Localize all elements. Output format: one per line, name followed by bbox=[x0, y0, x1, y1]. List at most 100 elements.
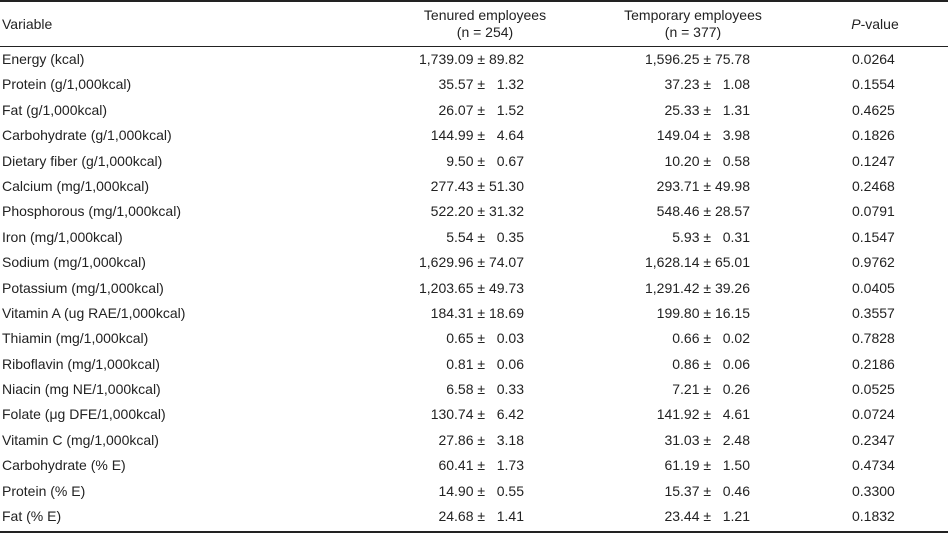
p-value-cell: 0.0264 bbox=[852, 51, 895, 67]
tenured-cell: 1,739.09 ± 89.82 bbox=[419, 51, 524, 67]
variable-cell: Iron (mg/1,000kcal) bbox=[2, 228, 123, 245]
header-tenured: Tenured employees (n = 254) bbox=[395, 2, 575, 46]
temporary-cell: 37.23 ± 1.08 bbox=[664, 76, 750, 93]
table-row: Protein (g/1,000kcal) 35.57 ± 1.32 37.23 ±… bbox=[0, 72, 948, 97]
table-row: Dietary fiber (g/1,000kcal) 9.50 ± 0.67 10… bbox=[0, 149, 948, 174]
table-row: Energy (kcal) 1,739.09 ± 89.82 1,596.25 ± … bbox=[0, 47, 948, 72]
temporary-cell: 61.19 ± 1.50 bbox=[664, 457, 750, 474]
temporary-cell: 293.71 ± 49.98 bbox=[656, 177, 750, 194]
header-variable: Variable bbox=[2, 2, 302, 46]
tenured-cell: 24.68 ± 1.41 bbox=[438, 508, 524, 525]
variable-cell: Thiamin (mg/1,000kcal) bbox=[2, 330, 149, 347]
table-row: Calcium (mg/1,000kcal) 277.43 ± 51.30 293.… bbox=[0, 174, 948, 199]
variable-cell: Energy (kcal) bbox=[2, 51, 85, 67]
p-value-cell: 0.1554 bbox=[852, 76, 895, 93]
tenured-cell: 1,629.96 ± 74.07 bbox=[419, 254, 524, 271]
tenured-cell: 14.90 ± 0.55 bbox=[438, 482, 524, 499]
variable-cell: Calcium (mg/1,000kcal) bbox=[2, 177, 150, 194]
p-value-cell: 0.1832 bbox=[852, 508, 895, 525]
tenured-cell: 1,203.65 ± 49.73 bbox=[419, 279, 524, 296]
tenured-cell: 144.99 ± 4.64 bbox=[430, 127, 524, 144]
table-row: Fat (% E) 24.68 ± 1.41 23.44 ± 1.21 0.1832 bbox=[0, 504, 948, 529]
p-value-cell: 0.2347 bbox=[852, 431, 895, 448]
table-row: Carbohydrate (g/1,000kcal) 144.99 ± 4.64 1… bbox=[0, 123, 948, 148]
temporary-cell: 199.80 ± 16.15 bbox=[656, 304, 750, 321]
header-p-value-label: P-value bbox=[820, 16, 930, 33]
tenured-cell: 5.54 ± 0.35 bbox=[446, 228, 524, 245]
temporary-cell: 31.03 ± 2.48 bbox=[664, 431, 750, 448]
p-value-cell: 0.1826 bbox=[852, 127, 895, 144]
tenured-cell: 184.31 ± 18.69 bbox=[430, 304, 524, 321]
temporary-cell: 10.20 ± 0.58 bbox=[664, 152, 750, 169]
p-value-cell: 0.9762 bbox=[852, 254, 895, 271]
p-value-cell: 0.0724 bbox=[852, 406, 895, 423]
p-value-cell: 0.0791 bbox=[852, 203, 895, 220]
p-value-cell: 0.3300 bbox=[852, 482, 895, 499]
table-row: Niacin (mg NE/1,000kcal) 6.58 ± 0.33 7.21 … bbox=[0, 377, 948, 402]
variable-cell: Carbohydrate (g/1,000kcal) bbox=[2, 127, 172, 144]
variable-cell: Vitamin C (mg/1,000kcal) bbox=[2, 431, 159, 448]
tenured-cell: 27.86 ± 3.18 bbox=[438, 431, 524, 448]
header-p-italic: P bbox=[851, 15, 861, 32]
variable-cell: Niacin (mg NE/1,000kcal) bbox=[2, 381, 161, 398]
table-row: Carbohydrate (% E) 60.41 ± 1.73 61.19 ± 1.… bbox=[0, 453, 948, 478]
tenured-cell: 60.41 ± 1.73 bbox=[438, 457, 524, 474]
table-row: Folate (μg DFE/1,000kcal) 130.74 ± 6.42 14… bbox=[0, 402, 948, 427]
variable-cell: Dietary fiber (g/1,000kcal) bbox=[2, 152, 163, 169]
p-value-cell: 0.7828 bbox=[852, 330, 895, 347]
table-top-rule bbox=[0, 0, 948, 2]
variable-cell: Folate (μg DFE/1,000kcal) bbox=[2, 406, 166, 423]
temporary-cell: 548.46 ± 28.57 bbox=[656, 203, 750, 220]
tenured-cell: 0.65 ± 0.03 bbox=[446, 330, 524, 347]
table-body: Energy (kcal) 1,739.09 ± 89.82 1,596.25 ± … bbox=[0, 47, 948, 529]
p-value-cell: 0.3557 bbox=[852, 304, 895, 321]
table-row: Iron (mg/1,000kcal) 5.54 ± 0.35 5.93 ± 0.3… bbox=[0, 225, 948, 250]
header-tenured-title: Tenured employees bbox=[423, 7, 547, 23]
p-value-cell: 0.0525 bbox=[852, 381, 895, 398]
variable-cell: Carbohydrate (% E) bbox=[2, 457, 126, 474]
header-p-suffix: -value bbox=[860, 15, 899, 32]
tenured-cell: 130.74 ± 6.42 bbox=[430, 406, 524, 423]
table-row: Phosphorous (mg/1,000kcal) 522.20 ± 31.32… bbox=[0, 199, 948, 224]
variable-cell: Protein (g/1,000kcal) bbox=[2, 76, 132, 93]
p-value-cell: 0.4734 bbox=[852, 457, 895, 474]
temporary-cell: 25.33 ± 1.31 bbox=[664, 101, 750, 118]
table-row: Thiamin (mg/1,000kcal) 0.65 ± 0.03 0.66 ± … bbox=[0, 326, 948, 351]
variable-cell: Phosphorous (mg/1,000kcal) bbox=[2, 203, 181, 220]
table-header-rule bbox=[0, 46, 948, 47]
table-row: Riboflavin (mg/1,000kcal) 0.81 ± 0.06 0.86… bbox=[0, 352, 948, 377]
p-value-cell: 0.0405 bbox=[852, 279, 895, 296]
variable-cell: Fat (% E) bbox=[2, 508, 62, 525]
header-temporary: Temporary employees (n = 377) bbox=[603, 2, 783, 46]
temporary-cell: 7.21 ± 0.26 bbox=[672, 381, 750, 398]
table-row: Fat (g/1,000kcal) 26.07 ± 1.52 25.33 ± 1.3… bbox=[0, 98, 948, 123]
tenured-cell: 9.50 ± 0.67 bbox=[446, 152, 524, 169]
p-value-cell: 0.1247 bbox=[852, 152, 895, 169]
header-temporary-n: (n = 377) bbox=[664, 24, 722, 40]
variable-cell: Potassium (mg/1,000kcal) bbox=[2, 279, 164, 296]
table-header: Variable Tenured employees (n = 254) Tem… bbox=[0, 2, 948, 46]
header-variable-label: Variable bbox=[2, 15, 53, 32]
tenured-cell: 35.57 ± 1.32 bbox=[438, 76, 524, 93]
variable-cell: Sodium (mg/1,000kcal) bbox=[2, 254, 146, 271]
temporary-cell: 23.44 ± 1.21 bbox=[664, 508, 750, 525]
table-row: Protein (% E) 14.90 ± 0.55 15.37 ± 0.46 0.3… bbox=[0, 479, 948, 504]
table-bottom-rule bbox=[0, 531, 948, 533]
temporary-cell: 5.93 ± 0.31 bbox=[672, 228, 750, 245]
p-value-cell: 0.2186 bbox=[852, 355, 895, 372]
p-value-cell: 0.2468 bbox=[852, 177, 895, 194]
temporary-cell: 0.86 ± 0.06 bbox=[672, 355, 750, 372]
table-row: Vitamin A (ug RAE/1,000kcal) 184.31 ± 18.… bbox=[0, 301, 948, 326]
temporary-cell: 1,628.14 ± 65.01 bbox=[645, 254, 750, 271]
variable-cell: Fat (g/1,000kcal) bbox=[2, 101, 108, 118]
variable-cell: Riboflavin (mg/1,000kcal) bbox=[2, 355, 160, 372]
header-temporary-title: Temporary employees bbox=[624, 7, 762, 23]
temporary-cell: 149.04 ± 3.98 bbox=[656, 127, 750, 144]
tenured-cell: 0.81 ± 0.06 bbox=[446, 355, 524, 372]
tenured-cell: 277.43 ± 51.30 bbox=[430, 177, 524, 194]
p-value-cell: 0.1547 bbox=[852, 228, 895, 245]
temporary-cell: 1,596.25 ± 75.78 bbox=[645, 51, 750, 67]
variable-cell: Vitamin A (ug RAE/1,000kcal) bbox=[2, 304, 186, 321]
temporary-cell: 1,291.42 ± 39.26 bbox=[645, 279, 750, 296]
temporary-cell: 0.66 ± 0.02 bbox=[672, 330, 750, 347]
